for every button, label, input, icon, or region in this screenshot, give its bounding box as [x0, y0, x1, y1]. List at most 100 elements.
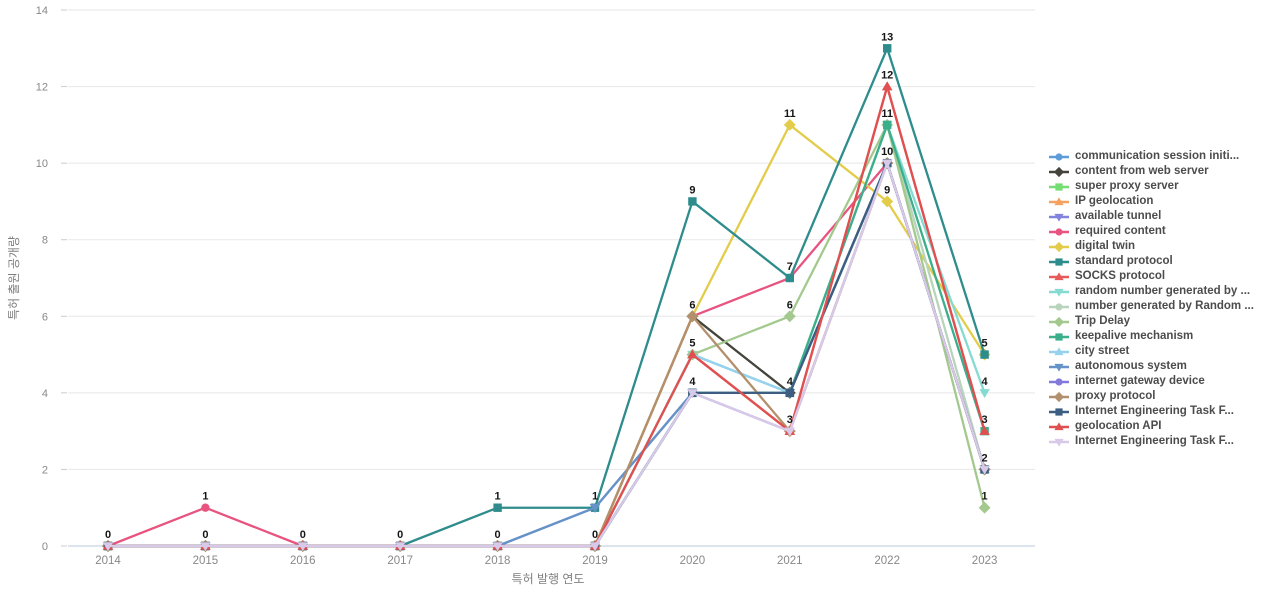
svg-text:14: 14 — [36, 5, 48, 17]
legend-item-17[interactable]: Internet Engineering Task F... — [1048, 404, 1254, 419]
svg-text:3: 3 — [787, 414, 793, 426]
svg-text:1: 1 — [495, 491, 501, 503]
legend-marker-icon — [1049, 227, 1069, 236]
svg-text:6: 6 — [42, 311, 48, 323]
svg-text:13: 13 — [881, 31, 893, 43]
legend-label: content from web server — [1075, 165, 1209, 177]
legend-item-7[interactable]: standard protocol — [1048, 254, 1254, 269]
legend-marker-icon — [1049, 288, 1069, 297]
svg-text:0: 0 — [592, 529, 598, 541]
legend-label: number generated by Random ... — [1075, 300, 1254, 312]
svg-text:12: 12 — [36, 82, 48, 94]
svg-text:2023: 2023 — [972, 555, 998, 567]
legend: communication session initi... content fr… — [1048, 149, 1254, 449]
legend-label: city street — [1075, 345, 1130, 357]
legend-marker-icon — [1049, 421, 1069, 430]
gridlines — [68, 9, 1035, 547]
legend-item-12[interactable]: keepalive mechanism — [1048, 329, 1254, 344]
legend-item-16[interactable]: proxy protocol — [1048, 389, 1254, 404]
series-traces — [102, 44, 991, 552]
svg-text:3: 3 — [982, 414, 988, 426]
legend-marker-icon — [1049, 363, 1069, 372]
svg-text:1: 1 — [982, 491, 988, 503]
trace-7 — [103, 44, 989, 551]
legend-marker-icon — [1049, 152, 1069, 161]
legend-marker-icon — [1049, 407, 1069, 416]
trace-17 — [103, 158, 989, 551]
svg-text:0: 0 — [397, 529, 403, 541]
legend-item-10[interactable]: number generated by Random ... — [1048, 299, 1254, 314]
trace-18 — [102, 81, 990, 550]
svg-text:1: 1 — [202, 491, 208, 503]
svg-text:12: 12 — [881, 70, 893, 82]
svg-text:2: 2 — [42, 464, 48, 476]
svg-text:9: 9 — [884, 184, 890, 196]
svg-text:6: 6 — [787, 299, 793, 311]
legend-label: Trip Delay — [1075, 315, 1130, 327]
svg-text:10: 10 — [881, 146, 893, 158]
legend-item-13[interactable]: city street — [1048, 344, 1254, 359]
trace-15 — [103, 158, 989, 551]
legend-item-9[interactable]: random number generated by ... — [1048, 284, 1254, 299]
legend-item-15[interactable]: internet gateway device — [1048, 374, 1254, 389]
x-axis-title: 특허 발행 연도 — [512, 571, 585, 586]
svg-text:2018: 2018 — [485, 555, 511, 567]
legend-item-0[interactable]: communication session initi... — [1048, 149, 1254, 164]
y-axis-ticks: 0 2 4 6 8 10 12 14 — [36, 5, 67, 553]
svg-text:5: 5 — [982, 338, 988, 350]
svg-text:2016: 2016 — [290, 555, 316, 567]
trace-3 — [102, 157, 990, 550]
trace-0 — [103, 158, 989, 551]
legend-label: super proxy server — [1075, 180, 1179, 192]
legend-item-4[interactable]: available tunnel — [1048, 209, 1254, 224]
svg-text:5: 5 — [689, 338, 695, 350]
svg-text:2014: 2014 — [95, 555, 121, 567]
trace-16 — [102, 157, 991, 552]
legend-label: Internet Engineering Task F... — [1075, 405, 1234, 417]
svg-text:2015: 2015 — [193, 555, 219, 567]
legend-marker-icon — [1049, 332, 1069, 341]
svg-text:0: 0 — [42, 541, 48, 553]
legend-marker-icon — [1049, 346, 1069, 355]
legend-item-18[interactable]: geolocation API — [1048, 419, 1254, 434]
legend-item-11[interactable]: Trip Delay — [1048, 314, 1254, 329]
legend-marker-icon — [1049, 196, 1069, 205]
legend-marker-icon — [1049, 166, 1069, 177]
legend-item-6[interactable]: digital twin — [1048, 239, 1254, 254]
legend-marker-icon — [1049, 182, 1069, 191]
svg-text:4: 4 — [982, 376, 989, 388]
legend-item-19[interactable]: Internet Engineering Task F... — [1048, 434, 1254, 449]
svg-text:0: 0 — [202, 529, 208, 541]
svg-text:2021: 2021 — [777, 555, 803, 567]
legend-label: IP geolocation — [1075, 195, 1154, 207]
trace-5 — [103, 158, 989, 551]
legend-label: geolocation API — [1075, 420, 1162, 432]
legend-label: proxy protocol — [1075, 390, 1156, 402]
svg-text:1: 1 — [592, 491, 598, 503]
legend-marker-icon — [1049, 302, 1069, 311]
legend-label: communication session initi... — [1075, 150, 1240, 162]
legend-item-2[interactable]: super proxy server — [1048, 179, 1254, 194]
legend-marker-icon — [1049, 316, 1069, 327]
legend-item-3[interactable]: IP geolocation — [1048, 194, 1254, 209]
y-axis-title: 특허 출원 공개량 — [7, 236, 21, 320]
legend-label: autonomous system — [1075, 360, 1187, 372]
trace-13 — [102, 157, 990, 550]
legend-label: Internet Engineering Task F... — [1075, 435, 1234, 447]
svg-text:6: 6 — [689, 299, 695, 311]
svg-text:4: 4 — [689, 376, 696, 388]
trace-8 — [102, 81, 990, 550]
svg-text:4: 4 — [42, 388, 48, 400]
legend-item-14[interactable]: autonomous system — [1048, 359, 1254, 374]
legend-item-1[interactable]: content from web server — [1048, 164, 1254, 179]
svg-text:2020: 2020 — [680, 555, 706, 567]
svg-text:2022: 2022 — [874, 555, 900, 567]
legend-marker-icon — [1049, 271, 1069, 280]
legend-marker-icon — [1049, 213, 1069, 222]
legend-item-5[interactable]: required content — [1048, 224, 1254, 239]
trace-19 — [102, 159, 990, 552]
legend-label: required content — [1075, 225, 1166, 237]
legend-item-8[interactable]: SOCKS protocol — [1048, 269, 1254, 284]
